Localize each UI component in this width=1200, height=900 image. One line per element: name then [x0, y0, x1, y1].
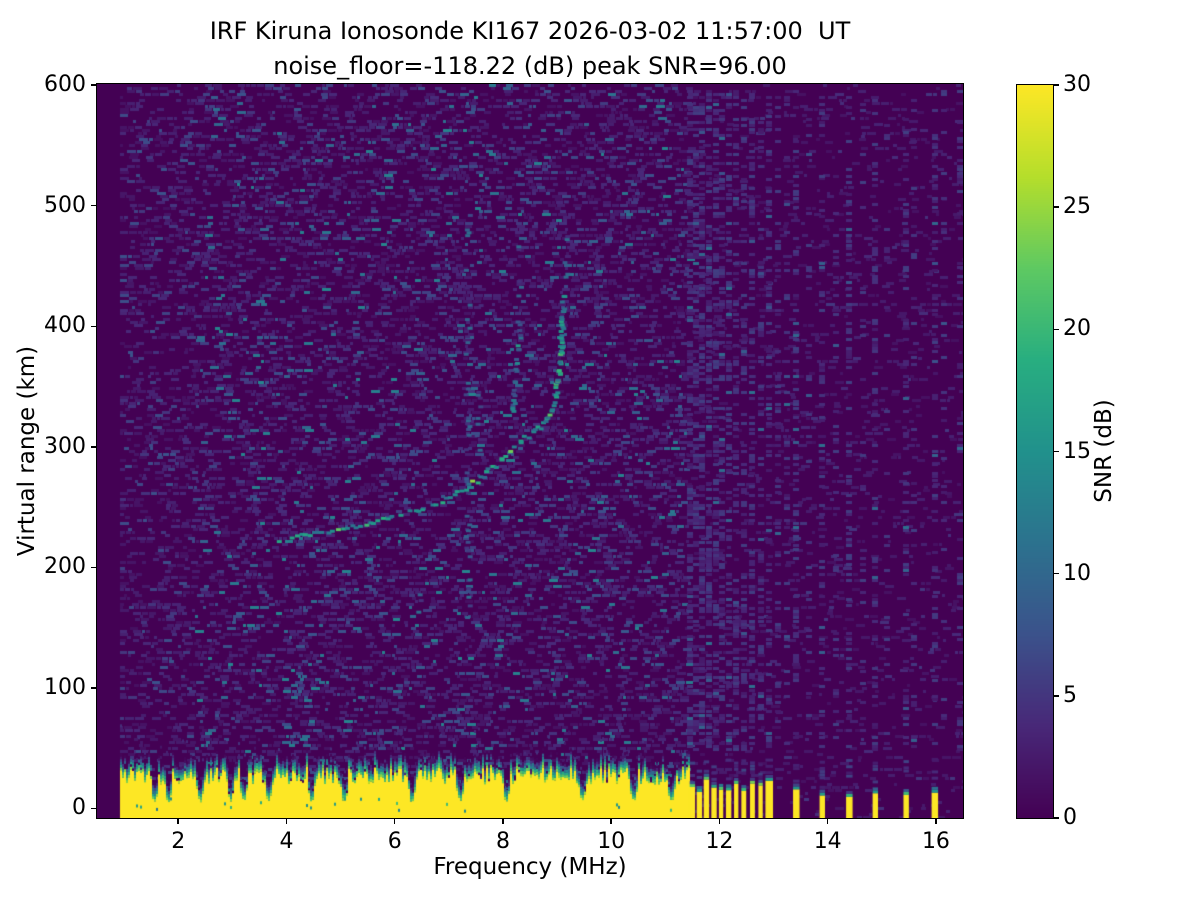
y-tick-label: 400 — [44, 313, 86, 339]
x-tick-label: 8 — [495, 829, 510, 854]
x-tick-mark — [718, 819, 721, 824]
y-tick-mark — [91, 325, 96, 327]
colorbar-tick-label: 10 — [1063, 560, 1091, 586]
y-tick-label: 500 — [44, 192, 86, 218]
colorbar-tick-label: 25 — [1063, 194, 1091, 220]
y-tick-mark — [91, 446, 96, 448]
x-tick-label: 6 — [387, 829, 402, 854]
y-tick-mark — [91, 204, 96, 207]
x-axis-label: Frequency (MHz) — [433, 854, 627, 880]
ionogram-heatmap — [97, 84, 963, 818]
colorbar-tick-mark — [1054, 206, 1059, 208]
x-tick-mark — [393, 819, 396, 824]
chart-subtitle: noise_floor=-118.22 (dB) peak SNR=96.00 — [273, 52, 787, 80]
colorbar-tick-mark — [1054, 695, 1059, 697]
y-tick-label: 300 — [44, 433, 86, 459]
x-tick-label: 12 — [705, 829, 734, 854]
y-tick-label: 0 — [72, 795, 86, 821]
colorbar-tick-mark — [1054, 84, 1059, 86]
colorbar-tick-label: 5 — [1063, 682, 1077, 708]
x-tick-label: 4 — [279, 829, 294, 854]
y-tick-label: 100 — [44, 674, 86, 700]
y-tick-label: 200 — [44, 554, 86, 580]
colorbar-tick-mark — [1054, 328, 1059, 331]
colorbar-tick-mark — [1054, 817, 1059, 819]
x-tick-mark — [502, 819, 504, 824]
colorbar-tick-label: 15 — [1063, 438, 1091, 464]
colorbar-tick-label: 0 — [1063, 805, 1077, 830]
y-tick-label: 600 — [44, 72, 86, 98]
x-tick-label: 14 — [813, 829, 842, 854]
colorbar-tick-mark — [1054, 572, 1059, 575]
y-tick-mark — [91, 84, 96, 86]
chart-title: IRF Kiruna Ionosonde KI167 2026-03-02 11… — [209, 17, 851, 45]
x-tick-mark — [177, 819, 179, 824]
y-tick-mark — [91, 807, 96, 810]
y-tick-mark — [91, 687, 96, 689]
y-tick-mark — [91, 566, 96, 569]
colorbar-tick-label: 30 — [1063, 72, 1091, 97]
x-tick-label: 2 — [171, 829, 186, 854]
x-tick-label: 16 — [921, 829, 950, 854]
x-tick-mark — [610, 819, 612, 824]
x-tick-mark — [935, 819, 937, 824]
colorbar-tick-label: 20 — [1063, 316, 1091, 342]
x-tick-label: 10 — [597, 829, 626, 854]
x-tick-mark — [285, 819, 288, 824]
colorbar-tick-mark — [1054, 450, 1059, 453]
colorbar-gradient — [1017, 85, 1053, 818]
x-tick-mark — [826, 819, 829, 824]
